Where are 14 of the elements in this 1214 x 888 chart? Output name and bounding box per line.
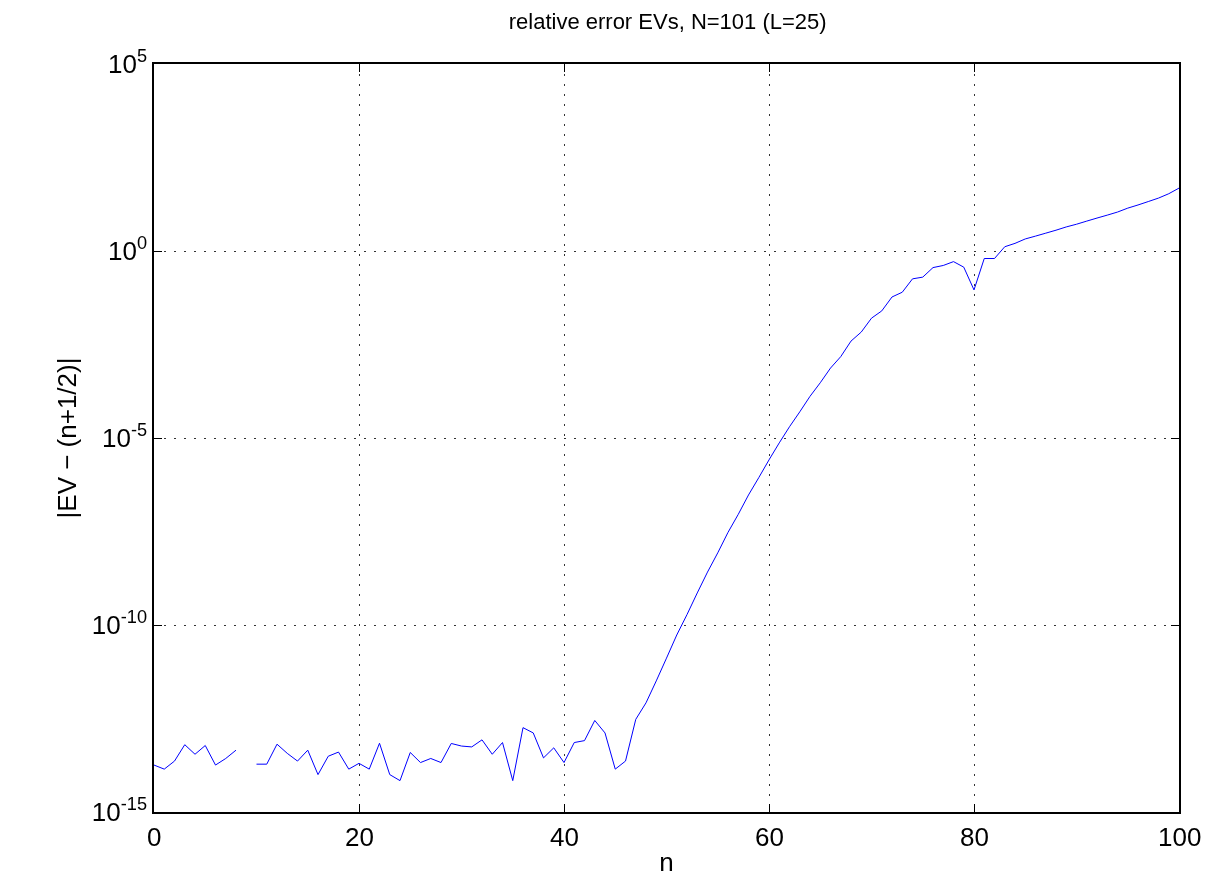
- x-tick-label: 0: [147, 822, 162, 852]
- y-tick-label: 10$^{-15}$: [91, 794, 148, 828]
- x-tick-label: 20: [345, 822, 374, 852]
- y-axis-title: |EV − (n+1/2)|: [51, 357, 82, 519]
- y-tick-label: 10$^{0}$: [108, 233, 148, 267]
- y-tick-label: 10$^{-10}$: [91, 607, 148, 641]
- x-tick-label: 60: [755, 822, 784, 852]
- x-tick-label: 100: [1158, 822, 1202, 852]
- x-tick-label: 80: [960, 822, 989, 852]
- x-tick-label: 40: [550, 822, 579, 852]
- chart-title: relative error EVs, N=101 (L=25): [508, 8, 827, 34]
- x-axis-title: n: [659, 846, 674, 877]
- y-tick-label: 10$^{-5}$: [101, 420, 148, 454]
- y-tick-label: 10$^{5}$: [108, 46, 148, 80]
